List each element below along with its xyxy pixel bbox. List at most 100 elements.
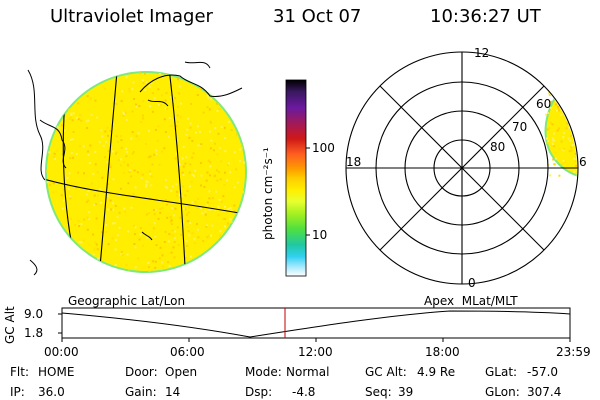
speckle-dot [173, 256, 176, 259]
speckle-dot [227, 120, 230, 123]
speckle-dot [92, 173, 95, 176]
speckle-dot [241, 94, 244, 97]
speckle-dot [69, 78, 72, 81]
speckle-dot [56, 125, 59, 128]
aurora-patch [544, 78, 583, 184]
speckle-dot [131, 131, 134, 133]
speckle-dot [62, 257, 65, 260]
speckle-dot [223, 171, 226, 174]
speckle-dot [237, 247, 240, 249]
speckle-dot [131, 110, 134, 113]
speckle-dot [117, 159, 120, 162]
speckle-dot [123, 161, 126, 164]
speckle-dot [215, 78, 218, 81]
speckle-dot [115, 103, 118, 105]
speckle-dot [67, 108, 70, 111]
speckle-dot [545, 137, 548, 140]
speckle-dot [196, 206, 199, 209]
speckle-dot [154, 208, 157, 211]
speckle-dot [164, 131, 167, 133]
speckle-dot [157, 88, 160, 91]
speckle-dot [61, 207, 64, 210]
speckle-dot [206, 171, 209, 174]
speckle-dot [170, 223, 173, 226]
speckle-dot [217, 84, 220, 87]
speckle-dot [216, 109, 219, 112]
speckle-dot [101, 231, 104, 234]
speckle-dot [219, 253, 222, 256]
speckle-dot [83, 265, 86, 268]
speckle-dot [177, 106, 179, 108]
speckle-dot [579, 142, 581, 144]
speckle-dot [574, 160, 577, 163]
speckle-dot [177, 78, 180, 81]
speckle-dot [66, 255, 69, 258]
speckle-dot [242, 139, 245, 141]
speckle-dot [581, 117, 583, 119]
speckle-dot [125, 147, 128, 150]
speckle-dot [119, 135, 122, 138]
geographic-map [27, 61, 247, 276]
speckle-dot [130, 206, 133, 209]
speckle-dot [224, 205, 226, 208]
meridian-line [97, 72, 119, 272]
speckle-dot [236, 86, 239, 89]
speckle-dot [549, 174, 552, 177]
speckle-dot [115, 151, 118, 154]
speckle-dot [189, 268, 192, 271]
speckle-dot [104, 156, 107, 159]
speckle-dot [581, 130, 583, 132]
speckle-dot [167, 135, 170, 138]
speckle-dot [82, 239, 85, 242]
speckle-dot [46, 239, 49, 242]
speckle-dot [133, 98, 136, 100]
speckle-dot [134, 246, 137, 249]
speckle-dot [161, 207, 164, 210]
speckle-dot [153, 213, 156, 216]
speckle-dot [570, 135, 573, 138]
speckle-dot [131, 88, 134, 91]
speckle-dot [171, 229, 174, 232]
speckle-dot [199, 87, 202, 90]
speckle-dot [220, 98, 223, 101]
speckle-dot [547, 112, 550, 115]
speckle-dot [186, 220, 189, 223]
speckle-dot [574, 128, 577, 131]
speckle-dot [196, 94, 199, 96]
speckle-dot [223, 103, 226, 106]
speckle-dot [87, 199, 90, 202]
speckle-dot [132, 151, 135, 153]
info-glat-label: GLat: [485, 365, 518, 379]
speckle-dot [101, 74, 104, 77]
speckle-dot [75, 116, 78, 119]
speckle-dot [222, 250, 225, 253]
speckle-dot [147, 156, 150, 159]
speckle-dot [130, 137, 133, 140]
polar-axis [379, 85, 545, 251]
mlt-label-6: 6 [579, 155, 587, 169]
speckle-dot [202, 111, 205, 114]
speckle-dot [228, 98, 231, 101]
speckle-dot [225, 106, 228, 109]
speckle-dot [133, 233, 136, 235]
info-ip-label: IP: [10, 385, 25, 399]
speckle-dot [571, 144, 574, 147]
speckle-dot [85, 193, 88, 196]
speckle-dot [161, 261, 164, 264]
speckle-dot [112, 202, 114, 205]
colorbar-tick-label: 10 [312, 228, 328, 242]
timeline-ytick-label: 1.8 [24, 326, 44, 340]
speckle-dot [156, 139, 159, 142]
speckle-dot [67, 89, 70, 91]
speckle-dot [80, 223, 83, 226]
speckle-dot [157, 103, 160, 106]
speckle-dot [136, 171, 139, 174]
speckle-dot [69, 138, 72, 141]
speckle-dot [152, 260, 155, 263]
speckle-dot [189, 126, 192, 129]
speckle-dot [48, 263, 51, 266]
speckle-dot [209, 165, 212, 168]
speckle-dot [141, 173, 144, 176]
speckle-dot [222, 217, 225, 220]
speckle-dot [66, 80, 68, 83]
